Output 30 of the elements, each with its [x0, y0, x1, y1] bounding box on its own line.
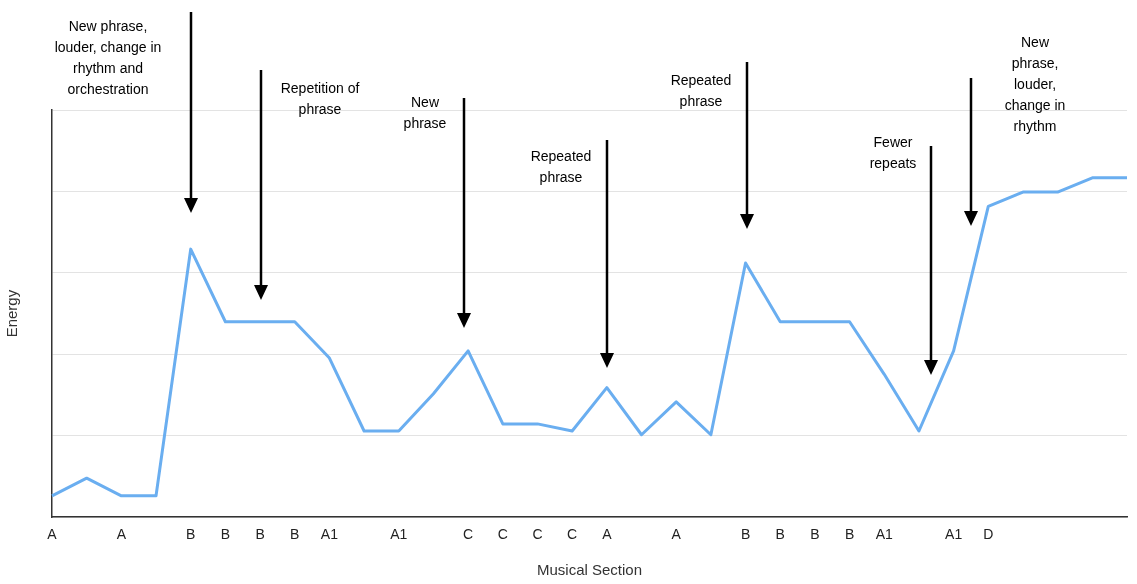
text: New phrase, louder, change in rhythm and orchestration [54, 17, 162, 97]
x-tick-label: A [671, 526, 682, 543]
text: Repeated phrase [670, 71, 732, 109]
text: New phrase [403, 93, 447, 131]
x-tick-label: B [844, 526, 855, 543]
x-tick-label: B [775, 526, 785, 543]
x-tick-label: C [463, 526, 474, 543]
x-tick-label: A [602, 526, 613, 543]
x-tick-label: A1 [390, 526, 408, 543]
x-tick-label: C [497, 526, 508, 543]
text: New phrase, louder, change in rhythm [1004, 33, 1066, 134]
x-tick-label: C [567, 526, 578, 543]
x-tick-label: A [116, 526, 127, 543]
x-tick-label: A1 [320, 526, 339, 543]
x-tick-label: B [255, 526, 265, 543]
x-tick-label: C [532, 526, 543, 543]
x-tick-label: B [186, 526, 196, 543]
x-tick-label: A1 [875, 526, 894, 543]
x-tick-label: B [810, 526, 820, 543]
x-tick-label: B [220, 526, 231, 543]
x-tick-label: A1 [945, 526, 963, 543]
text: Fewer repeats [869, 133, 917, 171]
x-tick-label: B [740, 526, 751, 543]
x-tick-label: A [47, 526, 58, 543]
annotation: Repeated phrase [530, 147, 592, 185]
x-tick-label: D [983, 526, 994, 543]
x-axis-title: Musical Section [536, 561, 643, 579]
x-tick-label: B [290, 526, 300, 543]
text: Repetition of phrase [280, 79, 360, 117]
y-axis-title: Energy [3, 289, 21, 338]
